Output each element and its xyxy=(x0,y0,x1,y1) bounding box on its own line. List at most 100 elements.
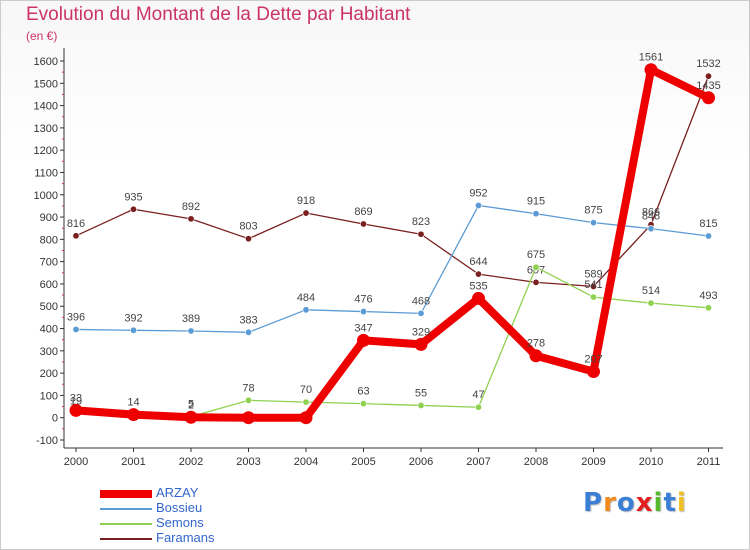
data-point-bossieu xyxy=(474,201,482,209)
data-label-faramans: 589 xyxy=(584,268,602,280)
data-label-semons: 14 xyxy=(127,397,139,409)
data-point-arzay xyxy=(184,410,198,424)
x-tick-label: 2004 xyxy=(294,456,318,468)
data-point-bossieu xyxy=(187,327,195,335)
data-label-faramans: 935 xyxy=(124,191,142,203)
data-point-faramans xyxy=(589,282,597,290)
y-tick-label: 400 xyxy=(40,324,58,336)
logo-letter: t xyxy=(663,488,677,518)
data-point-arzay xyxy=(242,411,255,425)
data-label-faramans: 866 xyxy=(642,207,660,219)
logo-letter: o xyxy=(616,488,636,518)
data-label-semons: 541 xyxy=(584,279,602,291)
x-tick-label: 2008 xyxy=(524,456,548,468)
data-label-semons: 514 xyxy=(642,285,660,297)
data-label-bossieu: 875 xyxy=(584,205,602,217)
data-label-arzay: 347 xyxy=(354,322,372,334)
data-point-faramans xyxy=(532,278,540,286)
data-label-arzay: 329 xyxy=(412,326,430,338)
legend-item-semons: Semons xyxy=(100,515,300,531)
data-label-semons: 5 xyxy=(188,399,194,411)
data-label-bossieu: 915 xyxy=(527,196,545,208)
legend-item-faramans: Faramans xyxy=(100,530,300,546)
y-tick-label: 500 xyxy=(40,301,58,313)
x-tick-label: 2001 xyxy=(121,456,145,468)
data-label-arzay: 1561 xyxy=(639,52,663,64)
data-point-faramans xyxy=(417,230,425,238)
data-label-faramans: 892 xyxy=(182,201,200,213)
data-label-arzay: 535 xyxy=(469,280,487,292)
legend-swatch xyxy=(100,538,152,540)
data-point-bossieu xyxy=(704,232,712,240)
y-tick-label: 300 xyxy=(40,346,58,358)
data-point-bossieu xyxy=(359,308,367,316)
data-point-faramans xyxy=(359,220,367,228)
y-tick-label: 1200 xyxy=(34,145,58,157)
data-point-arzay xyxy=(529,349,543,363)
chart-subtitle: (en €) xyxy=(26,29,58,43)
legend-swatch xyxy=(100,523,152,525)
data-point-bossieu xyxy=(245,328,253,336)
y-tick-label: 100 xyxy=(40,390,58,402)
data-label-bossieu: 476 xyxy=(354,294,372,306)
data-point-semons xyxy=(417,401,425,409)
data-label-faramans: 644 xyxy=(469,256,487,268)
data-point-semons xyxy=(589,293,597,301)
data-label-bossieu: 848 xyxy=(642,211,660,223)
data-label-semons: 78 xyxy=(242,382,254,394)
data-point-bossieu xyxy=(130,326,138,334)
data-point-faramans xyxy=(704,72,712,80)
y-tick-label: 600 xyxy=(40,279,58,291)
legend-label: Bossieu xyxy=(156,500,203,515)
data-point-semons xyxy=(532,263,540,271)
data-label-faramans: 816 xyxy=(67,218,85,230)
x-tick-label: 2003 xyxy=(236,456,260,468)
data-label-semons: 493 xyxy=(699,290,717,302)
data-point-arzay xyxy=(127,408,140,422)
y-tick-label: 800 xyxy=(40,234,58,246)
data-point-semons xyxy=(704,304,712,312)
data-point-arzay xyxy=(702,91,715,105)
logo-letter: x xyxy=(635,488,654,518)
data-label-bossieu: 484 xyxy=(297,292,315,304)
series-line-arzay xyxy=(72,65,713,422)
data-point-semons xyxy=(647,299,655,307)
legend-label: ARZAY xyxy=(156,485,199,500)
data-label-bossieu: 389 xyxy=(182,313,200,325)
legend-label: Faramans xyxy=(156,530,215,545)
data-point-faramans xyxy=(245,235,253,243)
y-tick-label: -100 xyxy=(36,435,58,447)
data-label-faramans: 803 xyxy=(239,221,257,233)
y-tick-label: 0 xyxy=(52,413,58,425)
data-label-arzay: 33 xyxy=(70,392,82,404)
data-point-faramans xyxy=(474,270,482,278)
series-line-bossieu xyxy=(75,204,710,333)
y-tick-label: 1000 xyxy=(34,190,58,202)
data-point-bossieu xyxy=(72,325,80,333)
data-point-arzay xyxy=(357,333,370,347)
x-tick-label: 2000 xyxy=(64,456,88,468)
data-point-arzay xyxy=(69,403,83,417)
data-label-semons: 55 xyxy=(415,387,427,399)
data-point-semons xyxy=(302,398,310,406)
x-tick-label: 2009 xyxy=(581,456,605,468)
data-point-semons xyxy=(359,400,367,408)
y-tick-label: 1600 xyxy=(34,56,58,68)
series-line-faramans xyxy=(75,75,710,288)
x-tick-label: 2010 xyxy=(639,456,663,468)
data-point-bossieu xyxy=(647,225,655,233)
data-label-arzay: 1435 xyxy=(696,80,720,92)
logo-letter: P xyxy=(583,488,604,518)
x-tick-label: 2007 xyxy=(466,456,490,468)
data-label-bossieu: 815 xyxy=(699,218,717,230)
data-label-semons: 70 xyxy=(300,384,312,396)
data-label-arzay: 207 xyxy=(584,354,602,366)
data-point-bossieu xyxy=(417,309,425,317)
x-tick-label: 2002 xyxy=(179,456,203,468)
data-label-semons: 19 xyxy=(70,395,82,407)
data-point-bossieu xyxy=(532,210,540,218)
data-point-bossieu xyxy=(589,219,597,227)
legend-item-arzay: ARZAY xyxy=(100,485,300,501)
legend-swatch xyxy=(100,490,152,498)
